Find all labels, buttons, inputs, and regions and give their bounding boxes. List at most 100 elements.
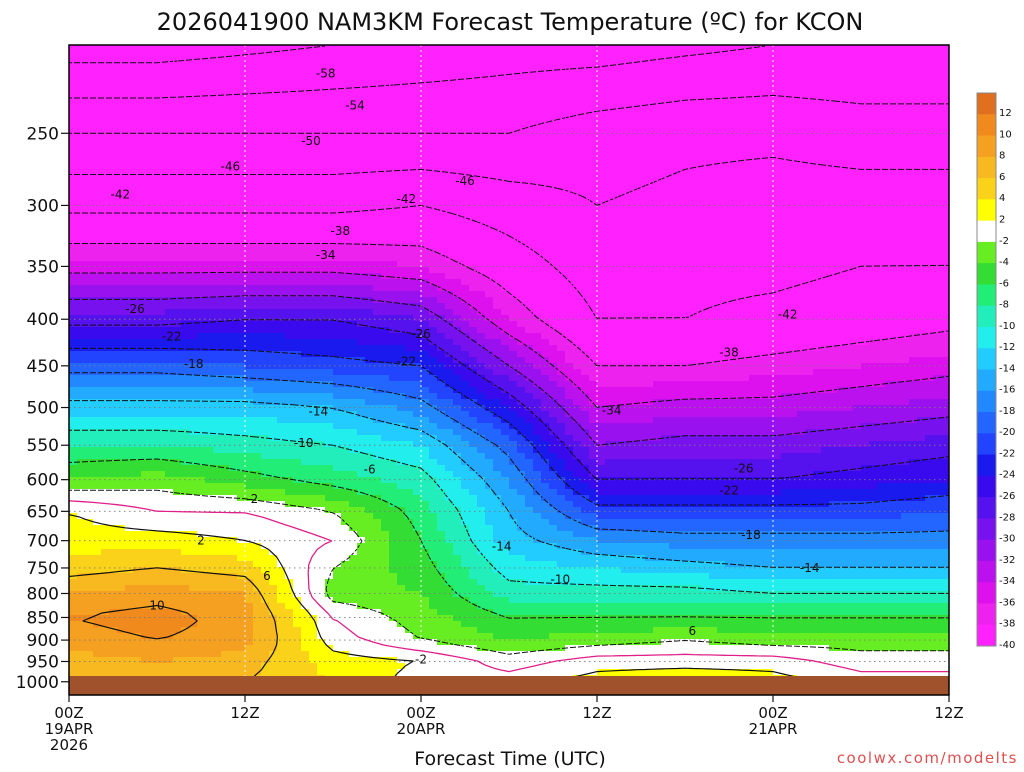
field-cell <box>341 117 350 124</box>
field-cell <box>221 465 230 472</box>
field-cell <box>133 603 142 610</box>
field-cell <box>69 177 78 184</box>
field-cell <box>317 195 326 202</box>
field-cell <box>197 153 206 160</box>
field-cell <box>325 225 334 232</box>
field-cell <box>349 225 358 232</box>
field-cell <box>253 207 262 214</box>
field-cell <box>245 93 254 100</box>
field-cell <box>421 249 430 256</box>
field-cell <box>341 339 350 346</box>
field-cell <box>389 639 398 646</box>
field-cell <box>229 489 238 496</box>
field-cell <box>285 327 294 334</box>
field-cell <box>333 201 342 208</box>
field-cell <box>269 69 278 76</box>
field-cell <box>309 171 318 178</box>
field-cell <box>125 519 134 526</box>
field-cell <box>349 531 358 538</box>
field-cell <box>293 537 302 544</box>
field-cell <box>429 555 438 562</box>
field-cell <box>365 459 374 466</box>
field-cell <box>357 471 366 478</box>
field-cell <box>165 645 174 652</box>
field-cell <box>229 423 238 430</box>
field-cell <box>237 321 246 328</box>
field-cell <box>341 477 350 484</box>
field-cell <box>349 303 358 310</box>
field-cell <box>277 63 286 70</box>
field-cell <box>389 555 398 562</box>
field-cell <box>133 111 142 118</box>
field-cell <box>237 429 246 436</box>
field-cell <box>141 105 150 112</box>
field-cell <box>133 291 142 298</box>
field-cell <box>197 597 206 604</box>
field-cell <box>165 471 174 478</box>
field-cell <box>365 453 374 460</box>
field-cell <box>285 429 294 436</box>
field-cell <box>77 627 86 634</box>
field-cell <box>341 231 350 238</box>
field-cell <box>173 267 182 274</box>
field-cell <box>133 477 142 484</box>
field-cell <box>309 153 318 160</box>
field-cell <box>77 537 86 544</box>
field-cell <box>389 183 398 190</box>
field-cell <box>325 579 334 586</box>
field-cell <box>213 483 222 490</box>
field-cell <box>213 165 222 172</box>
field-cell <box>277 249 286 256</box>
field-cell <box>133 261 142 268</box>
field-cell <box>381 549 390 556</box>
field-cell <box>157 219 166 226</box>
field-cell <box>229 447 238 454</box>
field-cell <box>325 567 334 574</box>
field-cell <box>365 507 374 514</box>
field-cell <box>413 567 422 574</box>
field-cell <box>157 489 166 496</box>
field-cell <box>429 243 438 250</box>
field-cell <box>197 669 206 676</box>
field-cell <box>141 237 150 244</box>
field-cell <box>261 243 270 250</box>
field-cell <box>213 291 222 298</box>
field-cell <box>157 207 166 214</box>
field-cell <box>397 435 406 442</box>
field-cell <box>285 447 294 454</box>
field-cell <box>301 63 310 70</box>
field-cell <box>253 381 262 388</box>
field-cell <box>173 417 182 424</box>
field-cell <box>77 441 86 448</box>
field-cell <box>357 309 366 316</box>
field-cell <box>309 99 318 106</box>
field-cell <box>125 453 134 460</box>
field-cell <box>69 81 78 88</box>
field-cell <box>341 663 350 670</box>
field-cell <box>253 303 262 310</box>
field-cell <box>189 501 198 508</box>
field-cell <box>133 393 142 400</box>
field-cell <box>69 201 78 208</box>
field-cell <box>357 195 366 202</box>
field-cell <box>125 627 134 634</box>
field-cell <box>117 171 126 178</box>
field-cell <box>165 279 174 286</box>
field-cell <box>181 513 190 520</box>
field-cell <box>349 393 358 400</box>
field-cell <box>381 423 390 430</box>
field-cell <box>101 387 110 394</box>
field-cell <box>341 219 350 226</box>
field-cell <box>381 63 390 70</box>
field-cell <box>197 561 206 568</box>
field-cell <box>237 549 246 556</box>
field-cell <box>181 585 190 592</box>
field-cell <box>173 57 182 64</box>
field-cell <box>149 303 158 310</box>
field-cell <box>133 363 142 370</box>
field-cell <box>277 495 286 502</box>
field-cell <box>77 105 86 112</box>
field-cell <box>405 561 414 568</box>
field-cell <box>141 579 150 586</box>
field-cell <box>325 81 334 88</box>
